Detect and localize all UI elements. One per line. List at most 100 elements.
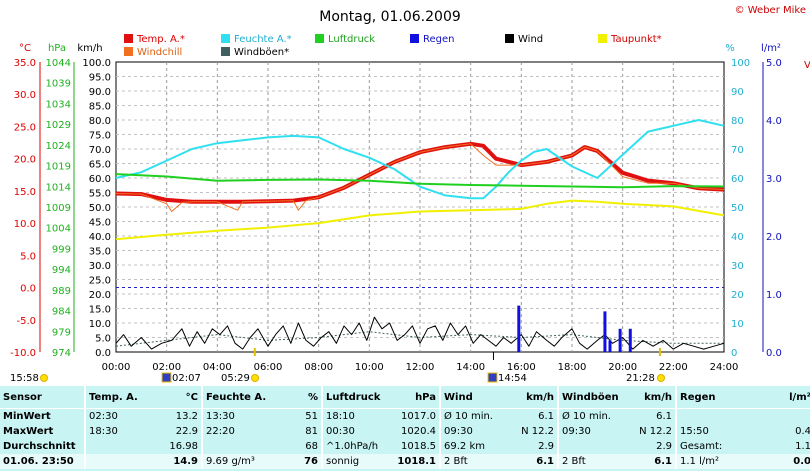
series-line-5 [115,331,724,347]
legend-swatch [598,34,607,43]
credit-text: © Weber Mike [735,5,806,16]
stats-cell: 1.1 l/m² [675,454,750,469]
stats-cell: 01.06. 23:50 [0,454,85,469]
stats-cell [557,439,620,454]
sunrise-time: 05:29 [221,373,250,384]
stats-cell: N 12.2 [639,426,672,437]
stats-cell: 6.1 [502,454,558,469]
rain-bar [608,340,612,352]
x-tick-label: 22:00 [659,362,688,373]
tick-label-humidity: 40 [731,232,744,243]
legend-swatch [315,34,324,43]
tick-label-speed: 5.0 [95,334,111,345]
stats-cell: ^1.0hPa/h [321,439,384,454]
moon-marker-icon [161,372,172,383]
axes: 35.0 30.0 25.0 20.0 15.0 10.0 5.0 0.0 -5.0 -10.0 1… [10,58,782,373]
tick-label-speed: 45.0 [89,218,111,229]
stats-header-cell: Luftdruck [321,386,384,409]
stats-cell: 76 [270,454,322,469]
tick-label-speed: 25.0 [89,276,111,287]
stats-cell: sonnig [321,454,384,469]
stats-header-cell: °C [147,386,202,409]
series-layer [115,119,725,352]
tick-label-pressure: 1039 [46,79,71,90]
stats-cell: 13.2 [175,411,198,422]
tick-label-speed: 85.0 [89,102,111,113]
stats-cell: 15:50 [675,424,750,439]
stats-cell: 00:30 [321,424,384,439]
legend-swatch [505,34,514,43]
tick-label-pressure: 994 [52,265,71,276]
tick-label-speed: 70.0 [89,145,111,156]
stats-cell: Gesamt: [675,439,750,454]
stats-header-cell: Windböen [557,386,620,409]
tick-label-temp: 35.0 [14,58,36,69]
stats-row-average: Durchschnitt 16.98 68 ^1.0hPa/h 1018.5 6… [0,439,810,454]
tick-label-rain: 2.0 [766,232,782,243]
sun-icon [40,374,48,382]
legend-swatch [410,34,419,43]
stats-cell: 22:20 [201,424,270,439]
stats-header-cell: % [270,386,322,409]
humidity-unit: % [725,43,735,54]
stats-cell: 18:30 [84,424,147,439]
temp-unit: °C [19,43,31,54]
rain-unit: l/m² [761,43,781,54]
x-tick-label: 04:00 [203,362,232,373]
stats-header-cell: hPa [384,386,440,409]
x-tick-label: 18:00 [558,362,587,373]
tick-label-speed: 50.0 [89,203,111,214]
sunset-time: 21:28 [626,373,655,384]
stats-cell [750,409,810,425]
tick-label-temp: 20.0 [14,155,36,166]
stats-cell: 81 [305,426,318,437]
speed-unit: km/h [77,43,102,54]
tick-label-pressure: 1034 [46,99,71,110]
x-tick-label: 08:00 [304,362,333,373]
stats-cell: 2 Bft [557,454,620,469]
stats-cell: 6.1 [620,454,676,469]
rain-bar [628,328,632,352]
stats-cell: Durchschnitt [3,441,76,452]
x-tick-label: 06:00 [254,362,283,373]
tick-label-rain: 4.0 [766,116,782,127]
tick-label-speed: 55.0 [89,189,111,200]
events-layer: 15:58 02:07 05:29 14:54 21:28 [10,348,665,384]
rain-bar [618,328,622,352]
legend-label: Regen [423,34,455,45]
stats-header-cell: Temp. A. [84,386,147,409]
moon-marker-icon [487,372,498,383]
tick-label-speed: 0.0 [95,348,111,359]
tick-label-pressure: 974 [52,348,71,359]
stats-cell: 2.9 [656,441,672,452]
legend-swatch [124,47,133,56]
stats-header-cell: l/m² [750,386,810,409]
legend-label: Wind [518,34,543,45]
tick-label-speed: 95.0 [89,73,111,84]
stats-header-cell: km/h [502,386,558,409]
stats-cell: 02:30 [84,408,147,424]
weather-chart: Montag, 01.06.2009 © Weber Mike V °C hPa… [10,5,810,384]
stats-cell: N 12.2 [521,426,554,437]
stats-header-cell: Wind [439,386,502,409]
stats-cell: 1020.4 [401,426,436,437]
event-time-marker2: 14:54 [498,373,527,384]
tick-label-rain: 3.0 [766,174,782,185]
tick-label-speed: 80.0 [89,116,111,127]
tick-label-speed: 35.0 [89,247,111,258]
tick-label-speed: 15.0 [89,305,111,316]
tick-label-speed: 30.0 [89,261,111,272]
legend-label: Feuchte A.* [234,34,292,45]
stats-cell: 0.4 [795,426,810,437]
stats-cell: 1018.5 [401,441,436,452]
tick-label-speed: 75.0 [89,131,111,142]
tick-label-pressure: 979 [52,327,71,338]
stats-header-cell: Regen [675,386,750,409]
stats-row-current: 01.06. 23:50 14.9 9.69 g/m³ 76 sonnig 10… [0,454,810,469]
tick-label-speed: 65.0 [89,160,111,171]
x-tick-label: 00:00 [102,362,131,373]
stats-cell: 6.1 [656,411,672,422]
tick-label-pressure: 1029 [46,120,71,131]
stats-cell [675,408,750,424]
legend-swatch [221,47,230,56]
